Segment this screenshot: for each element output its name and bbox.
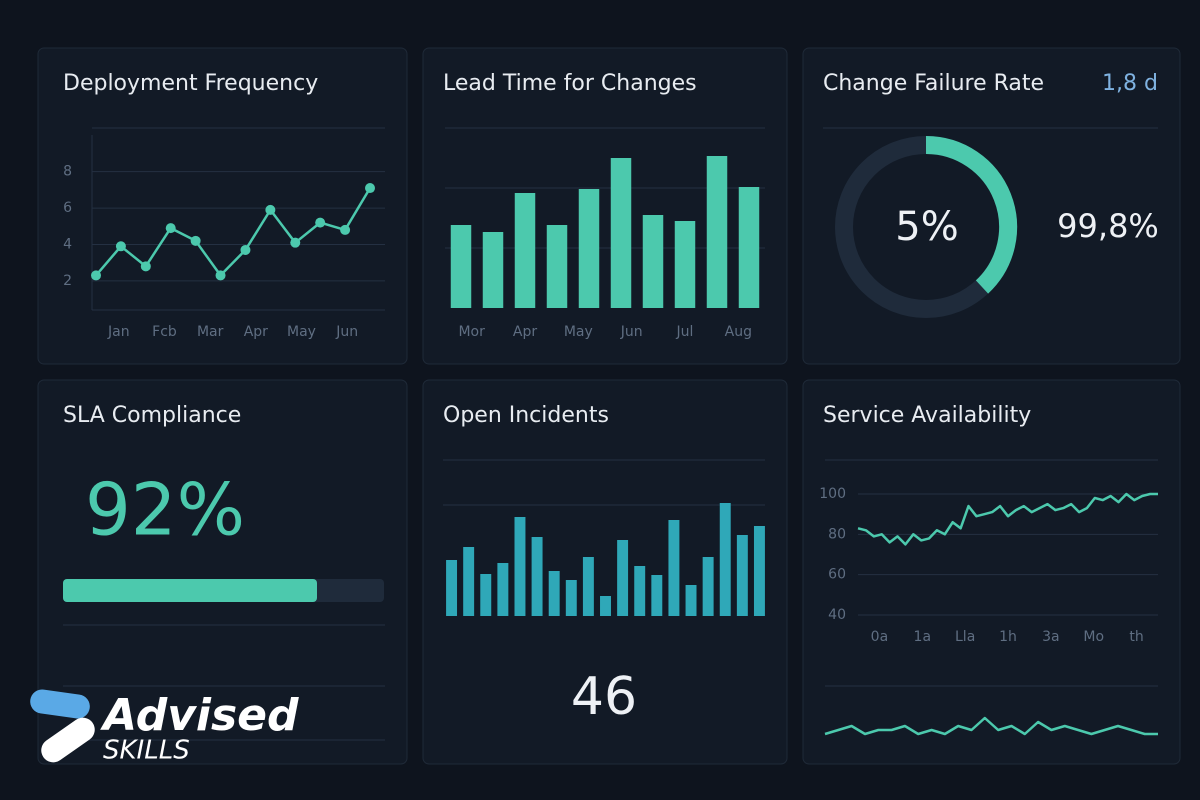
bar <box>668 520 680 616</box>
bar <box>514 193 536 308</box>
x-tick-label: May <box>564 324 593 340</box>
x-tick-label: Apr <box>513 324 537 340</box>
panel-title: Change Failure Rate <box>823 71 1044 96</box>
bar <box>497 563 509 616</box>
point <box>315 217 326 228</box>
bar <box>446 560 458 616</box>
bar <box>719 503 731 616</box>
gauge-label: 5% <box>895 204 958 250</box>
logo: Advised SKILLS <box>30 689 299 766</box>
bar <box>463 547 475 616</box>
bar <box>514 517 526 616</box>
panel <box>37 47 408 365</box>
bar <box>674 221 696 308</box>
bar <box>480 574 492 616</box>
x-tick-label: Lla <box>955 629 975 645</box>
bar <box>548 571 560 616</box>
bar <box>634 566 646 616</box>
x-tick-label: Mo <box>1083 629 1104 645</box>
y-tick-label: 100 <box>819 486 846 502</box>
panel-title: Open Incidents <box>443 403 609 428</box>
x-tick-label: 0a <box>871 629 889 645</box>
progress-fill <box>63 579 317 602</box>
bar <box>753 526 765 616</box>
x-tick-label: Jan <box>107 324 130 340</box>
logo-name: Advised <box>100 690 299 741</box>
point <box>215 270 226 281</box>
point <box>140 261 151 272</box>
point <box>265 204 276 215</box>
point <box>240 244 251 255</box>
x-tick-label: Apr <box>244 324 268 340</box>
panel <box>802 379 1181 765</box>
bar <box>738 187 760 308</box>
x-tick-label: Jun <box>335 324 358 340</box>
y-tick-label: 80 <box>828 526 846 542</box>
panel-title: Service Availability <box>823 403 1031 428</box>
bar <box>651 575 663 616</box>
corner-value: 1,8 d <box>1102 71 1158 96</box>
bar <box>565 580 577 616</box>
point <box>91 270 101 281</box>
panel-title: SLA Compliance <box>63 403 241 428</box>
y-tick-label: 40 <box>828 607 846 623</box>
point <box>190 235 201 246</box>
x-tick-label: Fcb <box>152 324 177 340</box>
x-tick-label: May <box>287 324 316 340</box>
panel <box>802 47 1181 365</box>
point <box>165 223 176 234</box>
x-tick-label: Jun <box>620 324 643 340</box>
x-tick-label: Aug <box>725 324 752 340</box>
x-tick-label: Jul <box>676 324 694 340</box>
point <box>365 183 375 194</box>
x-tick-label: Mor <box>458 324 485 340</box>
logo-tagline: SKILLS <box>103 736 190 766</box>
y-tick-label: 8 <box>63 164 72 180</box>
x-tick-label: 1h <box>999 629 1017 645</box>
bar <box>706 156 728 308</box>
y-tick-label: 4 <box>63 236 72 252</box>
panel <box>37 379 408 765</box>
y-tick-label: 6 <box>63 200 72 216</box>
incident-count: 46 <box>571 667 637 727</box>
line <box>857 492 1158 546</box>
x-tick-label: th <box>1129 629 1143 645</box>
sla-value: 92% <box>85 468 245 552</box>
bar <box>685 585 697 616</box>
panel-title: Deployment Frequency <box>63 71 318 96</box>
y-tick-label: 2 <box>63 273 72 289</box>
bar <box>736 535 748 616</box>
side-value: 99,8% <box>1057 207 1159 245</box>
bar <box>546 225 568 308</box>
bar <box>642 215 664 308</box>
logo-icon <box>41 717 95 763</box>
point <box>340 224 351 235</box>
bar <box>702 557 714 616</box>
line <box>824 716 1158 736</box>
gauge-arc <box>925 135 1018 294</box>
panel-title: Lead Time for Changes <box>443 71 697 96</box>
logo-icon <box>30 689 90 719</box>
y-tick-label: 60 <box>828 567 846 583</box>
bar <box>578 189 600 308</box>
x-tick-label: Mar <box>197 324 224 340</box>
bar <box>531 537 543 616</box>
bar <box>482 232 504 308</box>
bar <box>600 596 611 616</box>
point <box>115 241 126 252</box>
panel <box>422 379 788 765</box>
bar <box>617 540 629 616</box>
bar <box>582 557 594 616</box>
x-tick-label: 3a <box>1042 629 1060 645</box>
bar <box>450 225 472 308</box>
point <box>290 237 301 248</box>
x-tick-label: 1a <box>914 629 932 645</box>
bar <box>610 158 632 308</box>
panel <box>422 47 788 365</box>
